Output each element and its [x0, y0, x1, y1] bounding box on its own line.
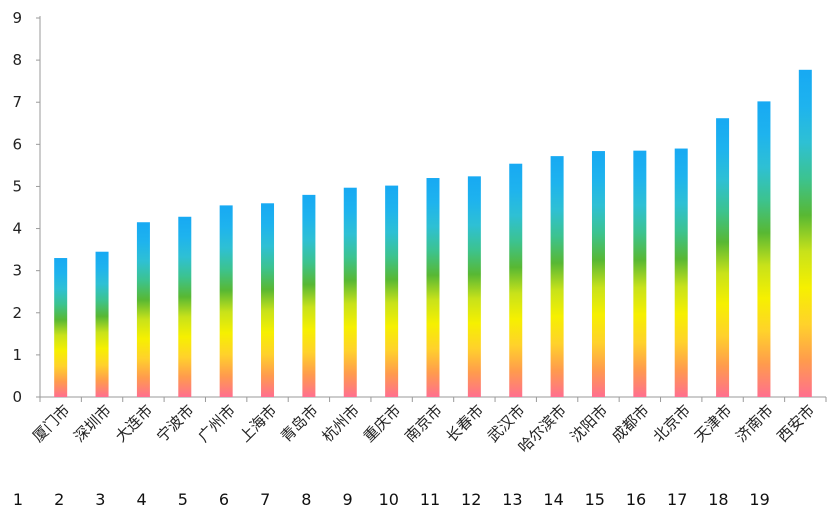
- row-numbers: 1 2 3 4 5 6 7 8 9 10 11 12 13 14 15 16 17 18 19: [13, 490, 770, 509]
- bar-8: [343, 187, 357, 397]
- row-number: 16: [626, 490, 646, 509]
- category-label: 成都市: [608, 401, 653, 446]
- y-tick-label: 3: [12, 262, 22, 280]
- bar-3: [136, 222, 150, 397]
- row-number: 18: [708, 490, 728, 509]
- category-label: 天津市: [691, 401, 736, 446]
- bar-6: [261, 203, 275, 397]
- category-label: 厦门市: [29, 401, 74, 446]
- category-label: 上海市: [236, 401, 281, 446]
- row-number: 19: [749, 490, 769, 509]
- y-tick-label: 8: [12, 51, 22, 69]
- row-number: 13: [502, 490, 522, 509]
- category-label: 重庆市: [360, 401, 405, 446]
- category-labels: 厦门市深圳市大连市宁波市广州市上海市青岛市杭州市重庆市南京市长春市武汉市哈尔滨市…: [29, 401, 818, 456]
- row-number: 7: [260, 490, 270, 509]
- y-tick-label: 0: [12, 388, 22, 406]
- row-number: 1: [13, 490, 23, 509]
- category-label: 宁波市: [153, 401, 198, 446]
- category-label: 杭州市: [319, 401, 364, 446]
- row-number: 3: [95, 490, 105, 509]
- row-number: 15: [585, 490, 605, 509]
- category-label: 沈阳市: [567, 401, 612, 446]
- row-number: 10: [379, 490, 399, 509]
- y-tick-label: 6: [12, 135, 22, 153]
- y-tick-label: 1: [12, 346, 22, 364]
- row-number: 11: [420, 490, 440, 509]
- bar-9: [385, 185, 399, 397]
- bar-11: [467, 176, 481, 397]
- category-label: 广州市: [194, 401, 239, 446]
- category-label: 青岛市: [277, 401, 322, 446]
- category-label: 济南市: [732, 401, 777, 446]
- category-label: 长春市: [443, 401, 488, 446]
- bar-7: [302, 194, 316, 397]
- row-number: 2: [54, 490, 64, 509]
- y-tick-label: 9: [12, 9, 22, 27]
- row-number: 8: [301, 490, 311, 509]
- bar-14: [591, 151, 605, 397]
- category-label: 深圳市: [70, 401, 115, 446]
- y-tick-label: 7: [12, 93, 22, 111]
- bars-group: [54, 69, 812, 398]
- row-number: 6: [219, 490, 229, 509]
- category-label: 大连市: [112, 401, 157, 446]
- y-axis: 0 1 2 3 4 5 6 7 8 9: [12, 9, 41, 406]
- bar-4: [178, 216, 192, 397]
- category-label: 北京市: [649, 401, 694, 446]
- row-number: 4: [137, 490, 147, 509]
- bar-13: [550, 156, 564, 397]
- y-tick-label: 4: [12, 220, 22, 238]
- bar-17: [716, 118, 730, 398]
- row-number: 14: [543, 490, 563, 509]
- bar-12: [509, 163, 523, 397]
- bar-2: [95, 251, 109, 397]
- bar-1: [54, 258, 68, 397]
- bar-16: [674, 148, 688, 397]
- category-label: 南京市: [401, 401, 446, 446]
- row-number: 12: [461, 490, 481, 509]
- category-label: 西安市: [774, 401, 819, 446]
- bar-19: [798, 69, 812, 398]
- bar-5: [219, 205, 233, 397]
- row-number: 5: [178, 490, 188, 509]
- bar-15: [633, 150, 647, 397]
- bar-18: [757, 101, 771, 397]
- y-tick-label: 2: [12, 304, 22, 322]
- row-number: 17: [667, 490, 687, 509]
- bar-10: [426, 178, 440, 397]
- row-number: 9: [343, 490, 353, 509]
- y-tick-label: 5: [12, 177, 22, 195]
